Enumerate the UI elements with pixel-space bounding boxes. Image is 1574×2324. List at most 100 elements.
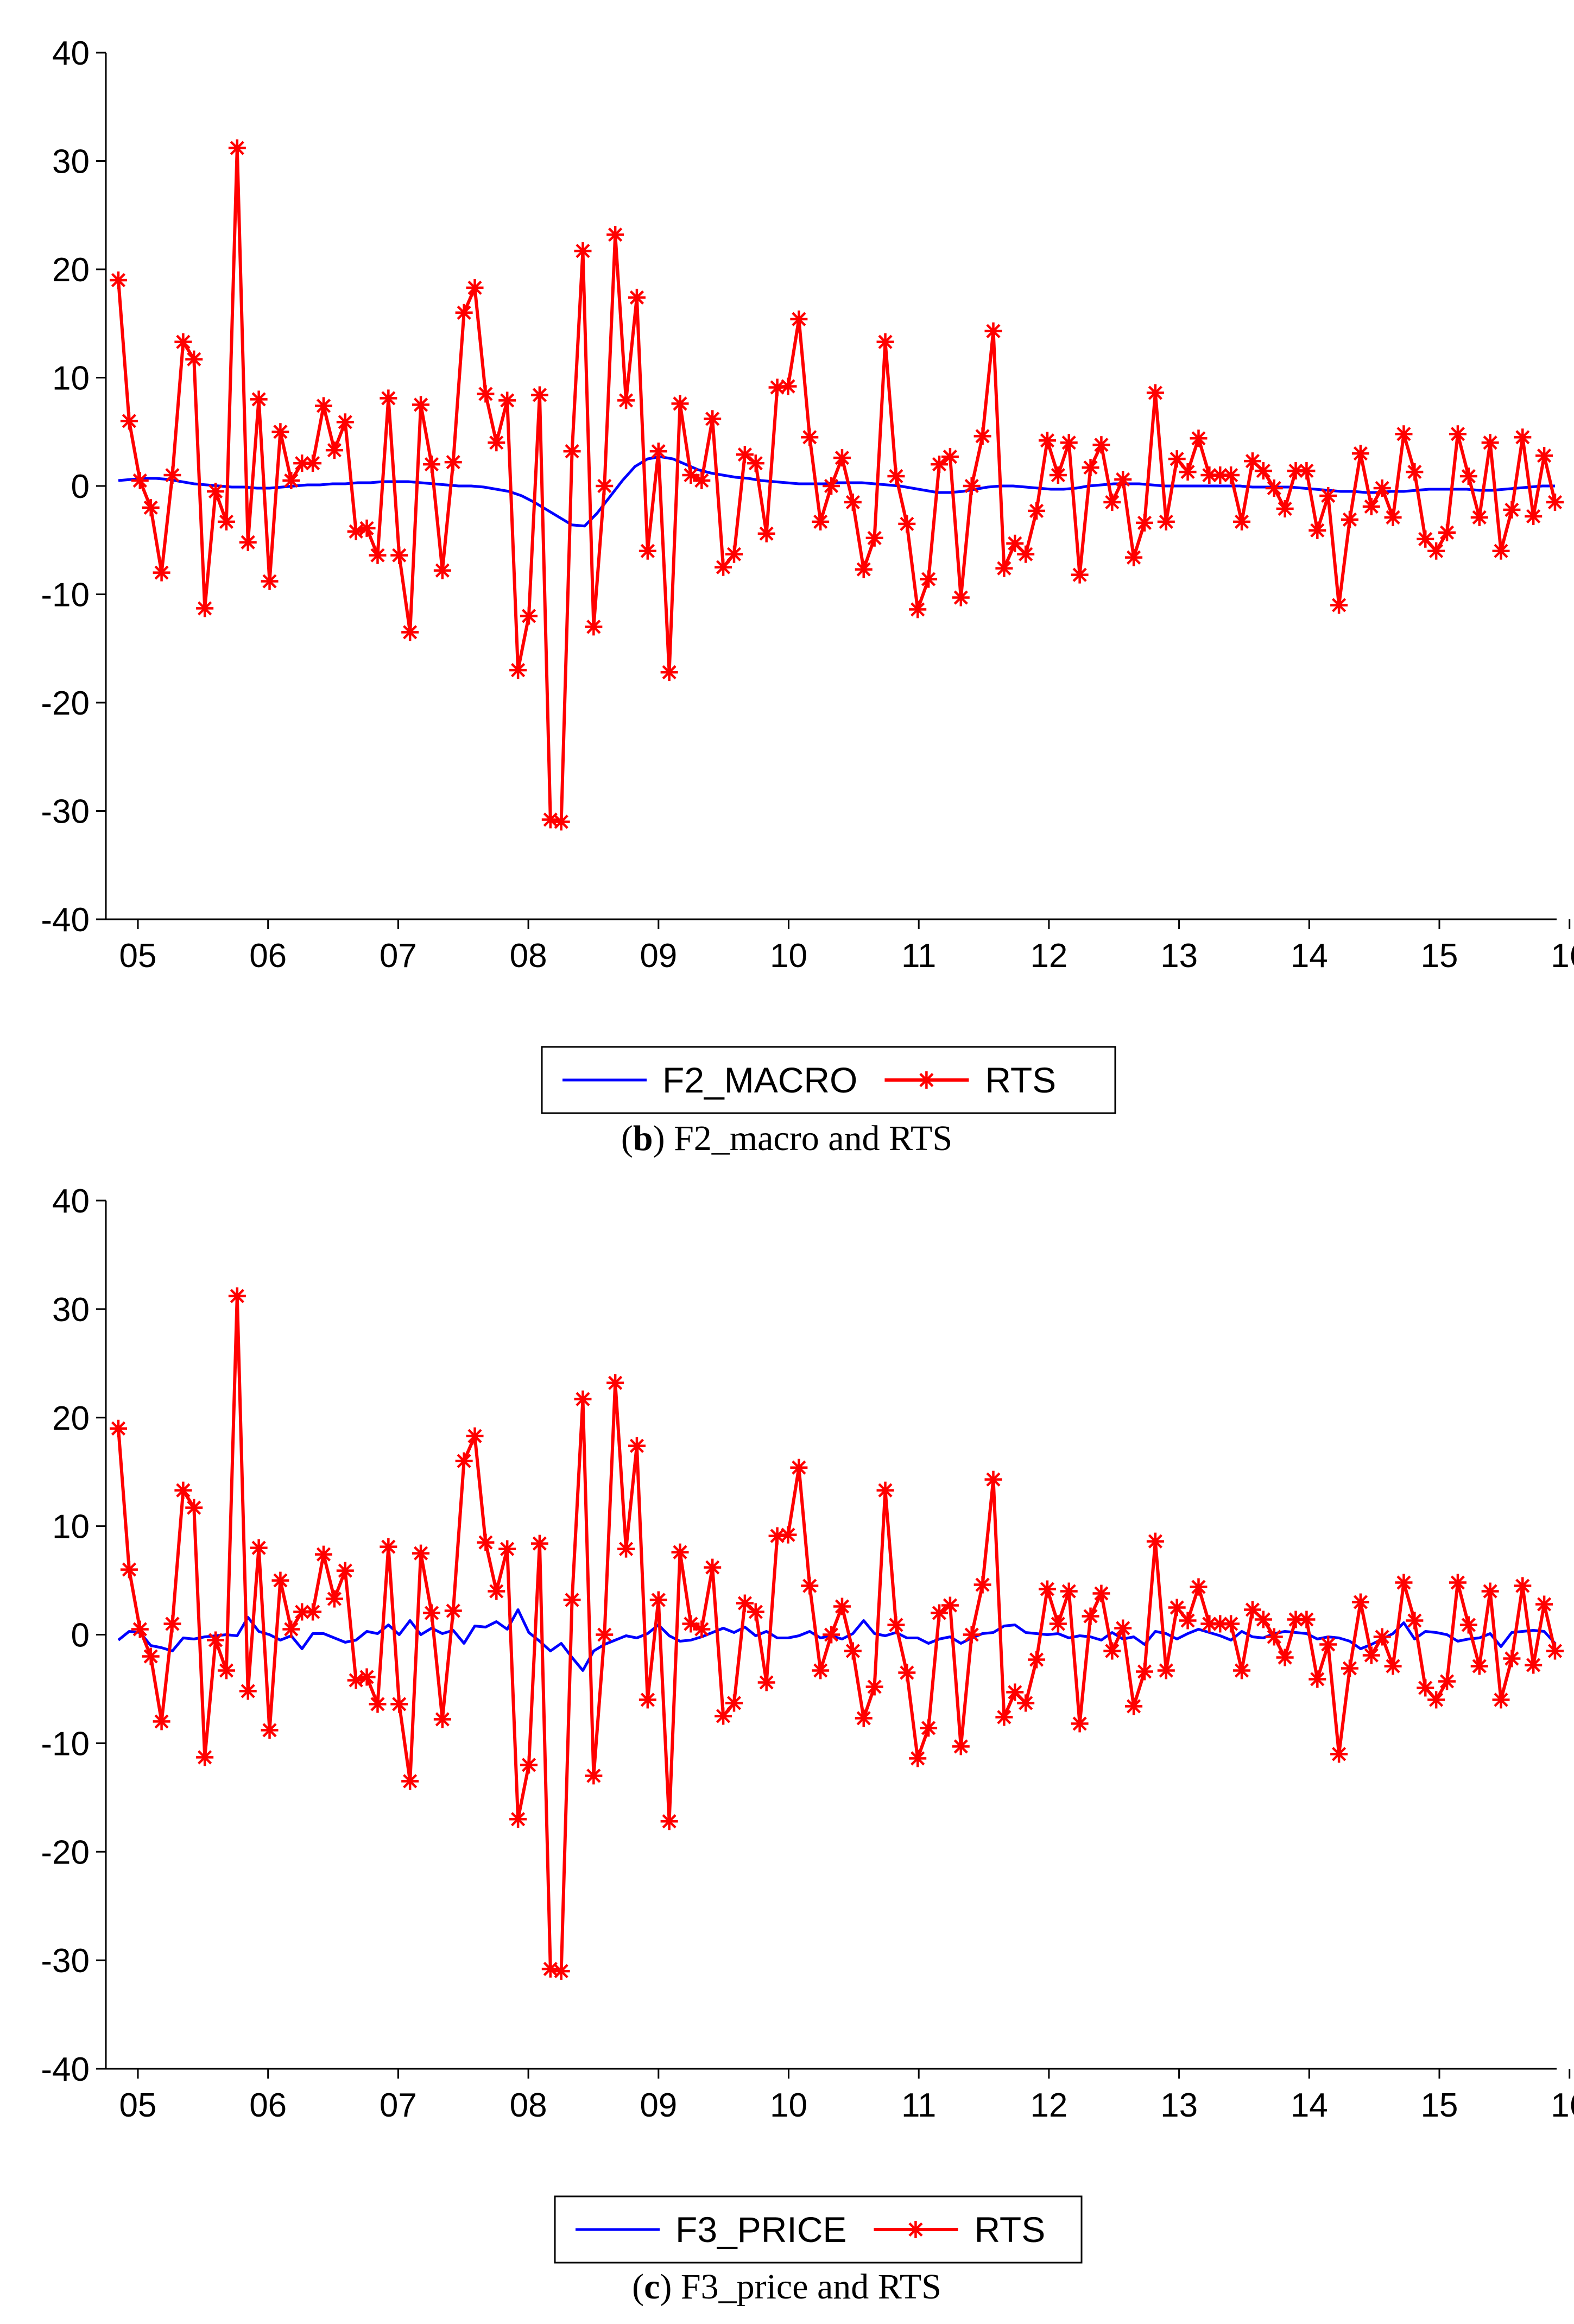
rts-point-marker xyxy=(649,1591,667,1609)
y-tick-label: 40 xyxy=(52,35,90,72)
rts-point-marker xyxy=(876,333,894,351)
rts-point-marker xyxy=(1038,1580,1056,1598)
rts-point-marker xyxy=(649,443,667,460)
rts-point-marker xyxy=(941,448,959,466)
y-tick-label: -30 xyxy=(41,1942,90,1980)
rts-point-marker xyxy=(844,1642,862,1660)
rts-point-marker xyxy=(1017,1694,1035,1712)
rts-point-marker xyxy=(952,589,970,607)
rts-point-marker xyxy=(498,391,516,409)
rts-point-marker xyxy=(358,519,376,537)
rts-point-marker xyxy=(974,1576,991,1594)
rts-point-marker xyxy=(477,385,495,403)
rts-point-marker xyxy=(1319,487,1337,504)
y-tick-label: -40 xyxy=(41,2051,90,2088)
rts-point-marker xyxy=(422,1604,440,1622)
x-tick-label: 13 xyxy=(1160,2087,1198,2124)
x-tick-label: 11 xyxy=(901,937,936,975)
rts-point-marker xyxy=(823,477,840,495)
x-tick-label: 06 xyxy=(249,937,287,975)
rts-point-marker xyxy=(833,449,851,467)
rts-point-marker xyxy=(315,397,332,415)
rts-point-marker xyxy=(336,1562,354,1580)
rts-point-marker xyxy=(1125,548,1143,566)
rts-point-marker xyxy=(704,1558,722,1576)
rts-point-marker xyxy=(1082,459,1099,477)
rts-point-marker xyxy=(185,350,203,368)
rts-point-marker xyxy=(1373,479,1391,497)
rts-point-marker xyxy=(736,1594,754,1612)
rts-point-marker xyxy=(498,1540,516,1558)
rts-point-marker xyxy=(239,1682,257,1700)
y-tick-label: -10 xyxy=(41,577,90,614)
rts-point-marker xyxy=(876,1481,894,1499)
rts-point-marker xyxy=(1265,1628,1283,1646)
rts-point-marker xyxy=(174,333,192,351)
rts-point-marker xyxy=(984,1470,1002,1488)
rts-point-marker xyxy=(271,1571,289,1589)
rts-point-marker xyxy=(552,813,570,831)
rts-point-marker xyxy=(790,310,808,328)
rts-point-marker xyxy=(325,441,343,459)
rts-point-marker xyxy=(1373,1628,1391,1646)
rts-point-marker xyxy=(639,1691,656,1709)
rts-point-marker xyxy=(1082,1607,1099,1625)
rts-point-marker xyxy=(217,513,235,531)
rts-point-marker xyxy=(639,542,656,560)
legend-label: F3_PRICE xyxy=(675,2209,846,2250)
rts-point-marker xyxy=(1211,1615,1229,1633)
rts-point-marker xyxy=(488,434,505,452)
rts-point-marker xyxy=(1233,1662,1251,1679)
rts-point-marker xyxy=(693,472,711,490)
rts-point-marker xyxy=(779,377,797,395)
rts-point-marker xyxy=(1103,1642,1121,1660)
rts-point-marker xyxy=(1136,1663,1153,1681)
rts-point-marker xyxy=(757,1673,775,1691)
rts-point-marker xyxy=(1514,428,1532,446)
rts-point-marker xyxy=(801,1577,819,1595)
rts-point-marker xyxy=(228,139,246,157)
rts-point-marker xyxy=(617,391,635,409)
rts-point-marker xyxy=(196,599,214,617)
rts-point-marker xyxy=(455,1452,473,1470)
rts-point-marker xyxy=(1492,1691,1510,1709)
rts-point-marker xyxy=(1395,1574,1413,1592)
rts-point-marker xyxy=(1157,1662,1175,1679)
x-tick-label: 11 xyxy=(901,2087,936,2124)
rts-point-marker xyxy=(1492,542,1510,560)
panel-caption: (b) F2_macro and RTS xyxy=(621,1119,952,1158)
rts-point-marker xyxy=(974,427,991,445)
rts-point-marker xyxy=(261,572,279,590)
rts-point-marker xyxy=(1384,508,1402,526)
rts-point-marker xyxy=(585,1767,603,1785)
rts-point-marker xyxy=(715,558,732,576)
x-tick-label: 15 xyxy=(1421,2087,1458,2124)
rts-point-marker xyxy=(1017,545,1035,563)
y-tick-label: 0 xyxy=(71,468,90,506)
rts-point-marker xyxy=(1049,466,1067,484)
rts-point-marker xyxy=(163,1615,181,1633)
rts-point-marker xyxy=(488,1582,505,1600)
rts-point-marker xyxy=(293,454,311,472)
rts-point-marker xyxy=(887,1616,905,1634)
rts-point-marker xyxy=(671,1543,689,1561)
rts-point-marker xyxy=(757,525,775,542)
rts-point-marker xyxy=(1341,510,1358,528)
rts-point-marker xyxy=(142,498,160,516)
rts-point-marker xyxy=(1038,432,1056,450)
rts-point-marker xyxy=(196,1748,214,1766)
rts-point-marker xyxy=(1071,1715,1089,1733)
rts-point-marker xyxy=(444,1602,462,1620)
rts-point-marker xyxy=(1525,1656,1543,1674)
rts-point-marker xyxy=(1503,1650,1521,1668)
legend: F3_PRICE RTS xyxy=(554,2195,1083,2264)
rts-point-marker xyxy=(1071,566,1089,584)
rts-point-marker xyxy=(520,1756,538,1774)
rts-point-marker xyxy=(920,570,938,588)
rts-point-marker xyxy=(844,493,862,511)
rts-point-marker xyxy=(596,477,614,495)
rts-point-marker xyxy=(931,1604,948,1622)
rts-point-marker xyxy=(185,1499,203,1517)
x-tick-label: 14 xyxy=(1291,2087,1328,2124)
rts-point-marker xyxy=(1406,463,1424,481)
